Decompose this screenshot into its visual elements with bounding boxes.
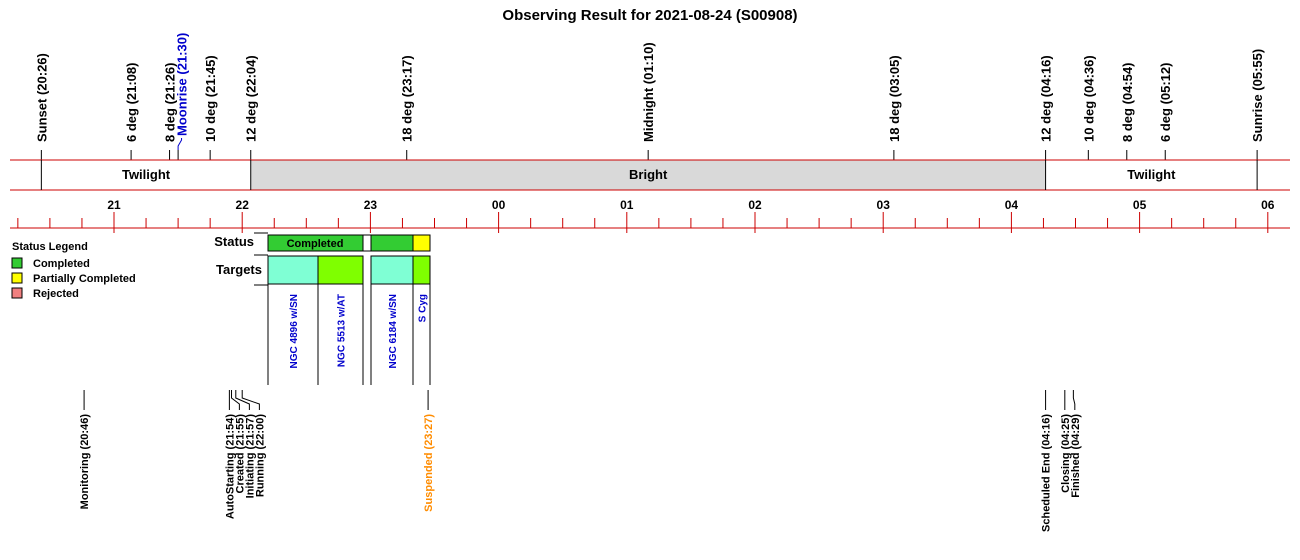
bottom-event-label: Suspended (23:27) (423, 414, 435, 512)
top-event-label: Sunset (20:26) (34, 53, 49, 142)
legend-title: Status Legend (12, 241, 88, 253)
target-name: NGC 6184 w/SN (388, 294, 399, 368)
event-connector (177, 138, 183, 150)
bottom-event-label: Monitoring (20:46) (79, 414, 91, 510)
top-event-label: 18 deg (23:17) (400, 55, 415, 142)
bottom-event-label: Finished (04:29) (1070, 414, 1082, 498)
top-event-label: 6 deg (21:08) (124, 63, 139, 142)
legend-item: Partially Completed (33, 273, 136, 285)
bottom-event-label: Running (22:00) (254, 414, 266, 497)
event-connector (1072, 390, 1076, 410)
target-block (267, 255, 319, 285)
hour-label: 22 (236, 198, 250, 212)
hour-label: 04 (1005, 198, 1019, 212)
event-connector (231, 390, 240, 410)
status-block (362, 234, 372, 252)
top-event-label: 12 deg (04:16) (1039, 55, 1054, 142)
hour-label: 02 (748, 198, 762, 212)
top-event-label: Midnight (01:10) (641, 42, 656, 142)
bottom-event-label: Closing (04:25) (1060, 414, 1072, 493)
status-row-label: Status (214, 234, 254, 249)
legend-swatch (11, 272, 23, 284)
target-name: NGC 4896 w/SN (289, 294, 300, 368)
legend-swatch (11, 287, 23, 299)
band-label: Bright (629, 167, 668, 182)
legend-item: Completed (33, 258, 90, 270)
targets-row-label: Targets (216, 262, 262, 277)
top-event-label: 18 deg (03:05) (887, 55, 902, 142)
status-block (370, 234, 414, 252)
bottom-event-label: AutoStarting (21:54) (224, 414, 236, 519)
hour-label: 03 (877, 198, 891, 212)
top-event-label: 8 deg (21:26) (163, 63, 178, 142)
hour-label: 06 (1261, 198, 1275, 212)
event-connector (235, 390, 250, 410)
target-name: NGC 5513 w/AT (337, 294, 348, 367)
top-event-label: 10 deg (21:45) (203, 55, 218, 142)
hour-label: 23 (364, 198, 378, 212)
hour-label: 01 (620, 198, 634, 212)
bottom-event-label: Scheduled End (04:16) (1041, 414, 1053, 532)
status-block (412, 234, 431, 252)
top-event-label: 8 deg (04:54) (1120, 63, 1135, 142)
band-label: Twilight (1127, 167, 1176, 182)
title: Observing Result for 2021-08-24 (S00908) (502, 7, 797, 24)
top-event-label: 12 deg (22:04) (244, 55, 259, 142)
legend-item: Rejected (33, 288, 79, 300)
target-name: S Cyg (418, 294, 429, 322)
top-event-label: Moonrise (21:30) (175, 33, 190, 136)
hour-label: 21 (107, 198, 121, 212)
hour-label: 05 (1133, 198, 1147, 212)
event-connector (241, 390, 260, 410)
top-event-label: 10 deg (04:36) (1081, 55, 1096, 142)
status-block-label: Completed (287, 238, 344, 250)
target-block (370, 255, 414, 285)
bottom-event-label: Initiating (21:57) (244, 414, 256, 499)
legend-swatch (11, 257, 23, 269)
bottom-event-label: Created (21:55) (234, 414, 246, 494)
hour-label: 00 (492, 198, 506, 212)
band-label: Twilight (122, 167, 171, 182)
bright-band (250, 160, 1046, 190)
target-block (317, 255, 364, 285)
target-block (412, 255, 431, 285)
top-event-label: 6 deg (05:12) (1158, 63, 1173, 142)
top-event-label: Sunrise (05:55) (1250, 49, 1265, 142)
